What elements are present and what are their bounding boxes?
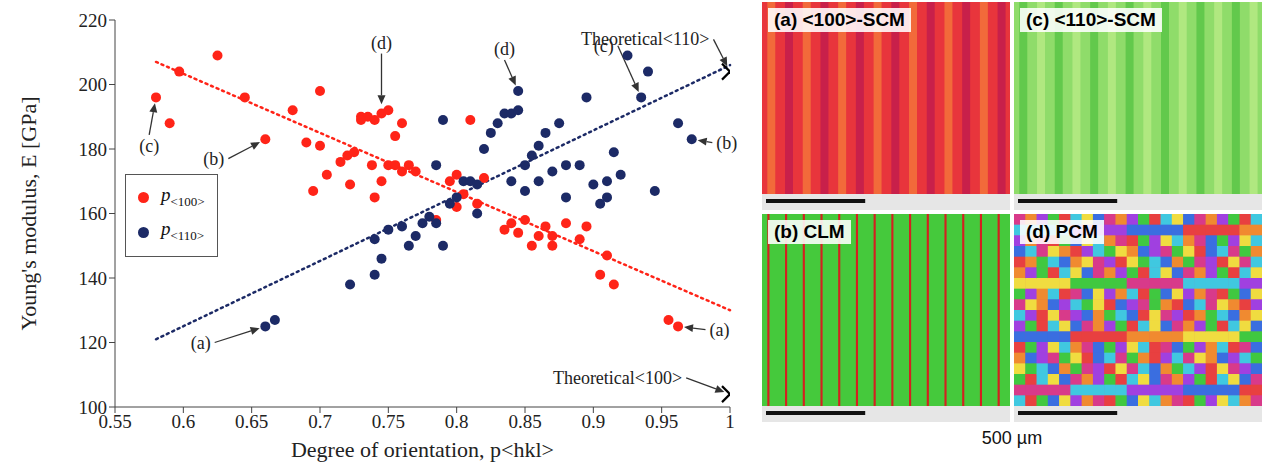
svg-text:160: 160 xyxy=(79,203,108,224)
svg-text:0.7: 0.7 xyxy=(308,411,332,432)
svg-text:180: 180 xyxy=(79,139,108,160)
svg-text:(b): (b) xyxy=(716,133,737,154)
html-text:(b) CLM: (b) CLM xyxy=(774,221,845,242)
svg-text:0.75: 0.75 xyxy=(372,411,405,432)
svg-text:220: 220 xyxy=(79,10,108,31)
svg-text:0.85: 0.85 xyxy=(508,411,541,432)
html-text:(d) PCM: (d) PCM xyxy=(1026,221,1098,242)
svg-text:0.6: 0.6 xyxy=(171,411,195,432)
svg-text:Young's modulus, E [GPa]: Young's modulus, E [GPa] xyxy=(16,97,41,331)
svg-text:Theoretical<110>: Theoretical<110> xyxy=(581,29,710,49)
svg-text:0.55: 0.55 xyxy=(98,411,132,433)
svg-text:0.95: 0.95 xyxy=(645,411,678,432)
svg-text:(b): (b) xyxy=(203,149,224,170)
svg-text:Degree of orientation, p<hkl>: Degree of orientation, p<hkl> xyxy=(291,437,554,462)
html-text:(a) <100>-SCM: (a) <100>-SCM xyxy=(774,9,905,30)
html-text:p<100>: p<100> xyxy=(161,183,205,209)
html-text:(c) <110>-SCM: (c) <110>-SCM xyxy=(1026,9,1156,30)
html-text:p<110>: p<110> xyxy=(161,218,205,244)
svg-text:(a): (a) xyxy=(191,333,211,354)
svg-text:(a): (a) xyxy=(710,320,730,341)
svg-text:100: 100 xyxy=(79,397,108,418)
svg-text:(d): (d) xyxy=(494,39,515,60)
svg-text:(d): (d) xyxy=(371,33,392,54)
svg-text:Theoretical<100>: Theoretical<100> xyxy=(553,368,682,388)
svg-text:200: 200 xyxy=(79,74,108,95)
svg-text:0.65: 0.65 xyxy=(235,411,268,432)
svg-text:120: 120 xyxy=(79,332,108,353)
svg-text:0.9: 0.9 xyxy=(581,411,605,432)
html-text:500 µm: 500 µm xyxy=(981,428,1043,448)
svg-text:0.8: 0.8 xyxy=(445,411,469,432)
svg-text:140: 140 xyxy=(79,268,108,289)
svg-text:1: 1 xyxy=(725,411,735,432)
svg-text:(c): (c) xyxy=(139,136,159,157)
